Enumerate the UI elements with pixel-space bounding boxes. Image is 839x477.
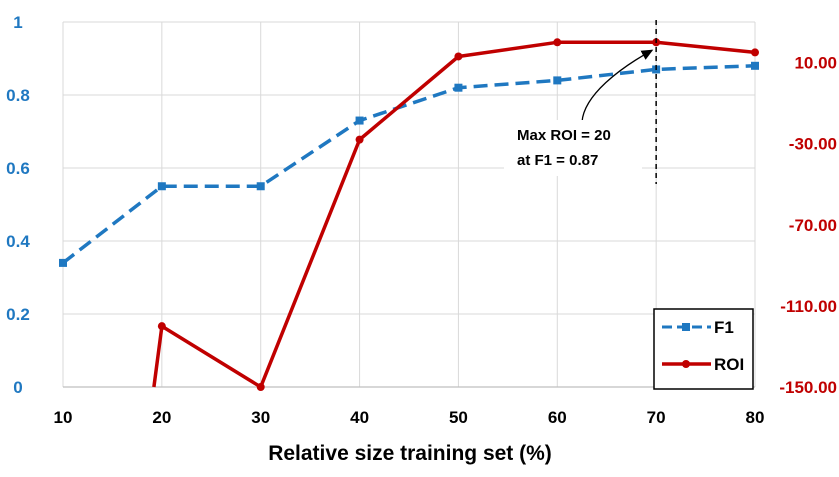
roi-point <box>256 383 265 391</box>
x-tick-label: 70 <box>647 408 666 427</box>
f1-point <box>454 83 463 92</box>
x-tick-label: 60 <box>548 408 567 427</box>
f1-point <box>553 76 562 85</box>
left-tick-label: 0.6 <box>6 159 30 178</box>
x-tick-label: 10 <box>54 408 73 427</box>
right-tick-label: 10.00 <box>794 54 837 73</box>
roi-point <box>553 38 562 47</box>
f1-point <box>355 116 364 125</box>
left-tick-label: 0.8 <box>6 86 30 105</box>
f1-point <box>256 182 265 191</box>
roi-line <box>152 40 756 389</box>
f1-point <box>157 182 166 191</box>
left-tick-label: 1 <box>13 13 22 32</box>
f1-point <box>59 258 67 267</box>
left-tick-label: 0 <box>13 378 22 397</box>
legend-roi-label: ROI <box>714 355 744 374</box>
x-tick-label: 50 <box>449 408 468 427</box>
roi-point <box>454 52 463 61</box>
series-layer <box>59 38 759 391</box>
annotation-line-1: Max ROI = 20 <box>517 127 611 144</box>
right-tick-label: -30.00 <box>789 135 837 154</box>
annotation-line-2: at F1 = 0.87 <box>517 152 598 169</box>
left-tick-label: 0.2 <box>6 305 30 324</box>
legend-f1-label: F1 <box>714 318 734 337</box>
legend-roi-marker <box>682 360 690 368</box>
left-tick-label: 0.4 <box>6 232 30 251</box>
legend: F1 ROI <box>653 308 754 390</box>
roi-point <box>751 48 759 57</box>
x-tick-label: 30 <box>251 408 270 427</box>
roi-point <box>157 322 166 331</box>
right-tick-label: -110.00 <box>780 297 837 316</box>
annotation-box <box>504 120 642 176</box>
roi-point <box>355 135 364 144</box>
legend-f1-marker <box>682 323 690 331</box>
tick-labels: 10 20 30 40 50 60 70 80 0 0.2 0.4 0.6 0.8 1 10.00 -30.0… <box>6 13 837 427</box>
x-axis-label: Relative size training set (%) <box>268 442 552 465</box>
right-tick-label: -70.00 <box>789 216 837 235</box>
x-tick-label: 40 <box>350 408 369 427</box>
annotation-arrow <box>581 49 654 123</box>
x-tick-label: 20 <box>152 408 171 427</box>
x-tick-label: 80 <box>746 408 765 427</box>
legend-box <box>653 308 754 390</box>
grid <box>62 21 756 388</box>
f1-point <box>751 61 759 70</box>
right-tick-label: -150.00 <box>779 378 837 397</box>
